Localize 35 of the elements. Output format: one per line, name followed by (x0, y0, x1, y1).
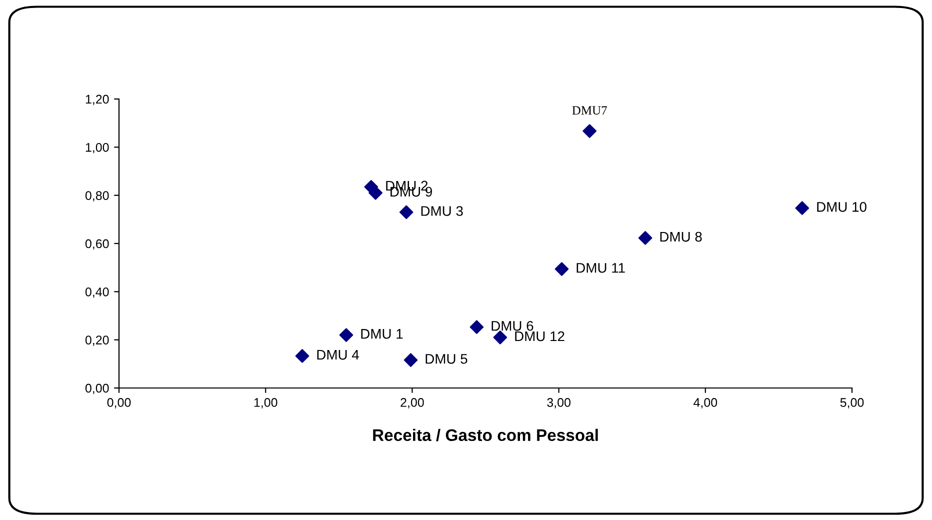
point (493, 330, 508, 344)
y-tick-label: 0,20 (85, 336, 109, 346)
point (470, 320, 484, 334)
x-tick-label: 3,00 (547, 398, 570, 408)
x-axis-title: Receita / Gasto com Pessoal (373, 428, 598, 442)
annotation: DMU 10 (817, 202, 866, 212)
point (795, 201, 810, 216)
annotation: DMU 11 (576, 263, 625, 273)
annotation: DMU 6 (492, 320, 534, 331)
y-tick-label: 0,60 (85, 239, 109, 250)
x-tick-label: 2,00 (400, 398, 424, 408)
y-tick-label: 0,00 (85, 384, 109, 394)
y-tick-label: 0,80 (85, 191, 109, 202)
point (638, 231, 652, 245)
annotation: DMU 3 (421, 206, 463, 216)
annotation: DMU 1 (361, 329, 403, 339)
point (582, 124, 596, 138)
point (295, 349, 310, 363)
x-tick-label: 1,00 (254, 398, 278, 408)
annotation: DMU 8 (660, 232, 702, 242)
x-tick-label: 0,00 (107, 398, 131, 408)
annotation: DMU 5 (426, 354, 468, 364)
y-tick-label: 1,20 (86, 94, 109, 106)
y-tick-label: 1,00 (86, 142, 109, 154)
x-tick-label: 4,00 (694, 398, 718, 408)
point (404, 353, 418, 367)
x-tick-label: 5,00 (840, 398, 864, 408)
point (339, 328, 354, 342)
y-tick-label: 0,40 (85, 287, 109, 298)
point (368, 186, 382, 200)
annotation: DMU 4 (317, 350, 359, 360)
point (399, 205, 414, 220)
point (554, 262, 569, 276)
annotation: DMU7 (572, 106, 607, 115)
annotation: DMU 12 (515, 331, 564, 342)
